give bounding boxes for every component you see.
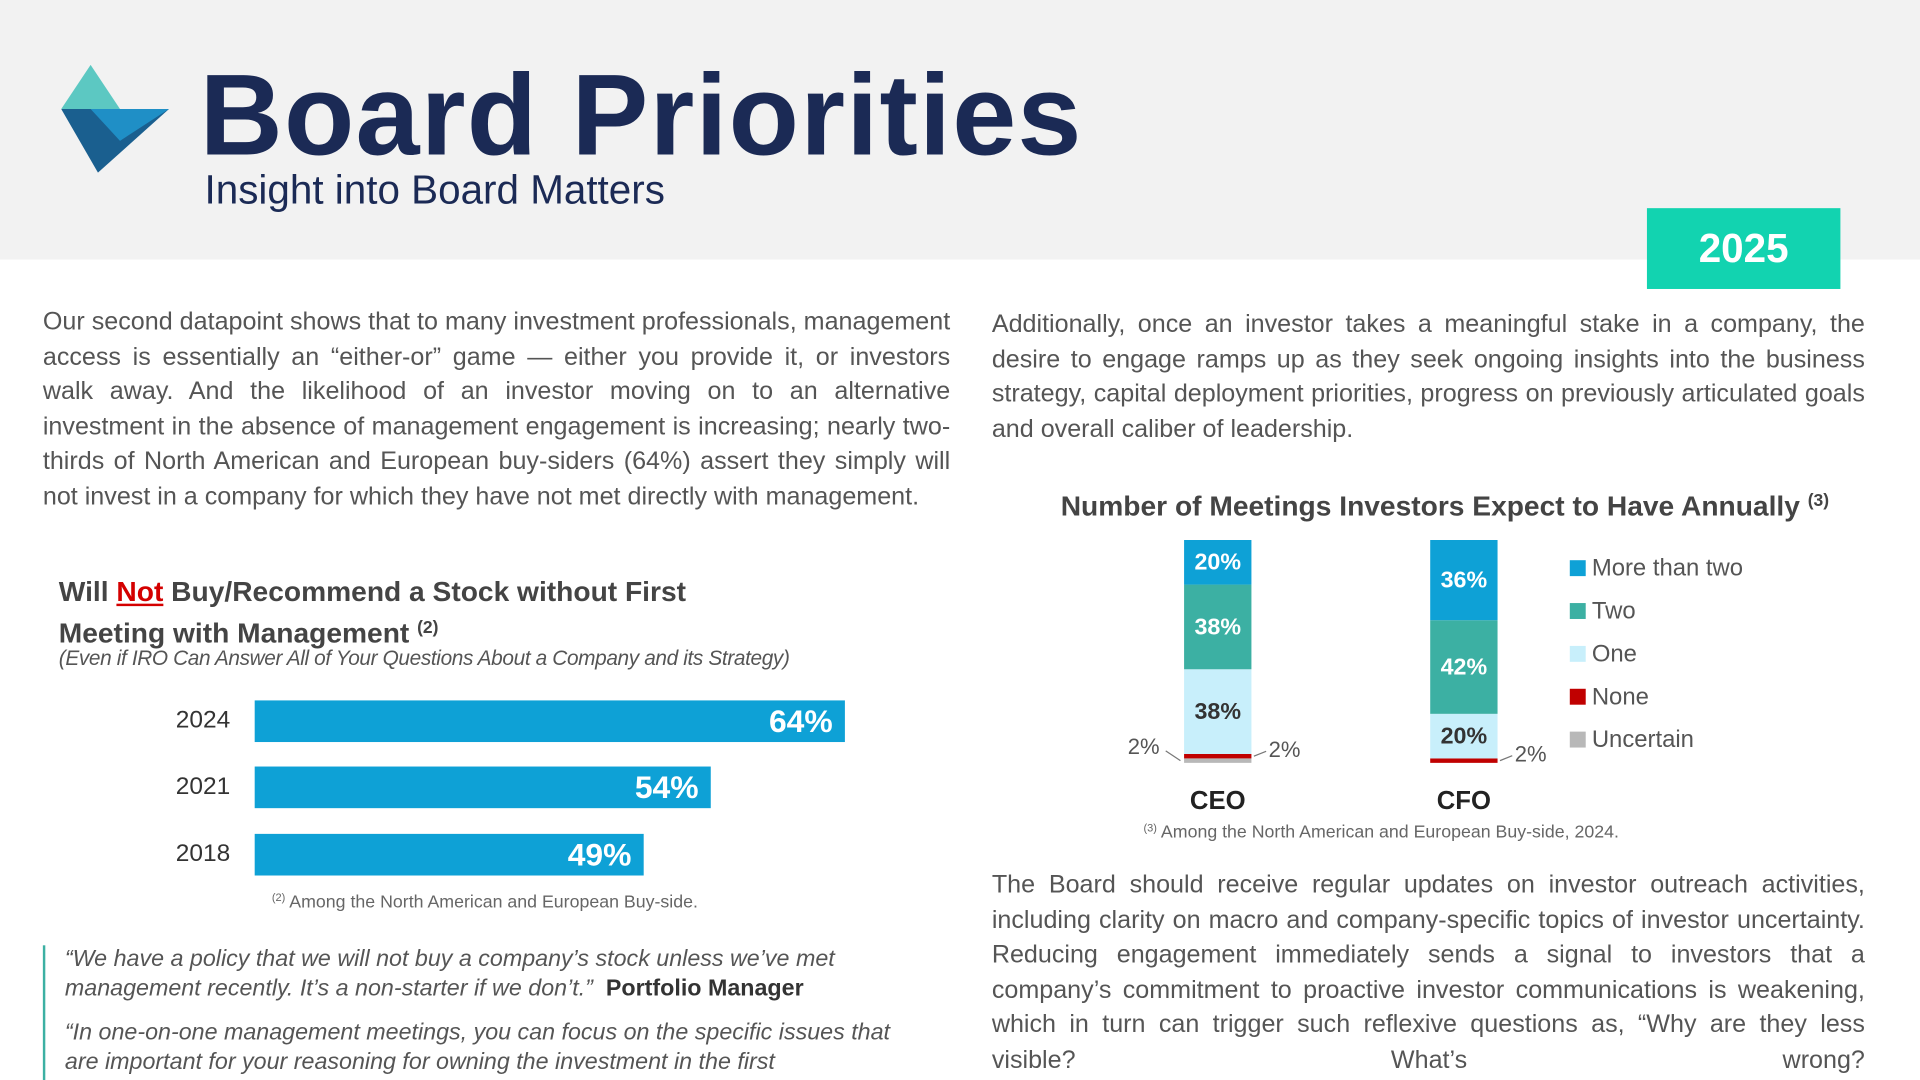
legend-label: Uncertain [1592,726,1694,753]
legend-label: One [1592,640,1637,667]
title-note: (3) [1807,491,1830,511]
chart-subtitle: (Even if IRO Can Answer All of Your Ques… [58,646,790,670]
legend-swatch [1569,731,1586,748]
legend-label: More than two [1592,555,1743,582]
bar-segment [1184,540,1252,585]
title: Board Priorities [199,50,1083,179]
bar-segment [1430,713,1498,759]
value-label: 38% [1194,698,1241,724]
quote: “In one-on-one management meetings, you … [65,1019,922,1078]
footnote: (2) Among the North American and Europea… [0,891,970,912]
footnote-text: Among the North American and European Bu… [1160,822,1619,843]
value-label: 36% [1441,566,1488,592]
year-badge: 2025 [1646,208,1841,289]
footnote: (3) Among the North American and Europea… [992,822,1771,843]
legend-swatch [1569,603,1586,619]
title-part: Buy/Recommend a Stock without First Meet… [58,575,687,649]
value-label: 2% [1128,734,1160,759]
paragraph: The Board should receive regular updates… [991,870,1865,1074]
paragraph: Additionally, once an investor takes a m… [991,309,1865,443]
title-note: (2) [417,618,439,638]
title-part: Will [58,575,109,608]
value-label: 2% [1515,742,1547,767]
category-label: 2018 [176,840,230,867]
value-label: 38% [1194,613,1241,639]
bar-segment [1184,753,1252,759]
value-label: 49% [568,837,632,873]
bar [254,700,845,743]
bar [254,766,711,809]
legend-swatch [1569,645,1586,662]
logo [61,64,169,173]
category-label: 2021 [176,773,230,800]
category-label: CFO [1437,787,1491,815]
title-emphasis: Not [116,575,164,608]
footnote-mark: (2) [271,891,286,904]
bar-segment [1430,758,1498,763]
title-text: Number of Meetings Investors Expect to H… [1060,489,1800,522]
legend-swatch [1569,560,1586,577]
leader-line [1253,750,1267,757]
value-label: 20% [1194,549,1241,575]
quote-source: Portfolio Manager [605,975,804,1002]
paragraph: Our second datapoint shows that to many … [42,307,951,510]
value-label: 54% [635,769,699,805]
bar-segment [1184,758,1252,763]
value-label: 64% [769,703,833,739]
bar-segment [1184,669,1252,754]
footnote-mark: (3) [1143,821,1157,834]
value-label: 20% [1441,722,1488,748]
value-label: 42% [1441,653,1488,679]
value-label: 2% [1269,737,1301,762]
quote-text: “In one-on-one management meetings, you … [64,1020,891,1076]
bar-segment [1430,620,1498,714]
chart-title: Number of Meetings Investors Expect to H… [992,490,1898,523]
legend-label: None [1592,683,1649,710]
legend-swatch [1569,688,1586,705]
quotes: “We have a policy that we will not buy a… [42,945,922,1080]
bar-segment [1430,540,1498,621]
subtitle: Insight into Board Matters [204,166,665,212]
chart-title: Will Not Buy/Recommend a Stock without F… [59,573,720,651]
leader-line [1165,750,1181,762]
category-label: 2024 [176,707,230,734]
footnote-text: Among the North American and European Bu… [289,892,698,913]
header-band [0,0,1920,260]
quote: “We have a policy that we will not buy a… [65,945,922,1004]
leader-line [1499,755,1513,762]
legend-label: Two [1592,598,1636,625]
category-label: CEO [1190,787,1246,815]
bar-segment [1184,584,1252,670]
bar [254,833,644,876]
quote-text: “We have a policy that we will not buy a… [64,946,835,1002]
